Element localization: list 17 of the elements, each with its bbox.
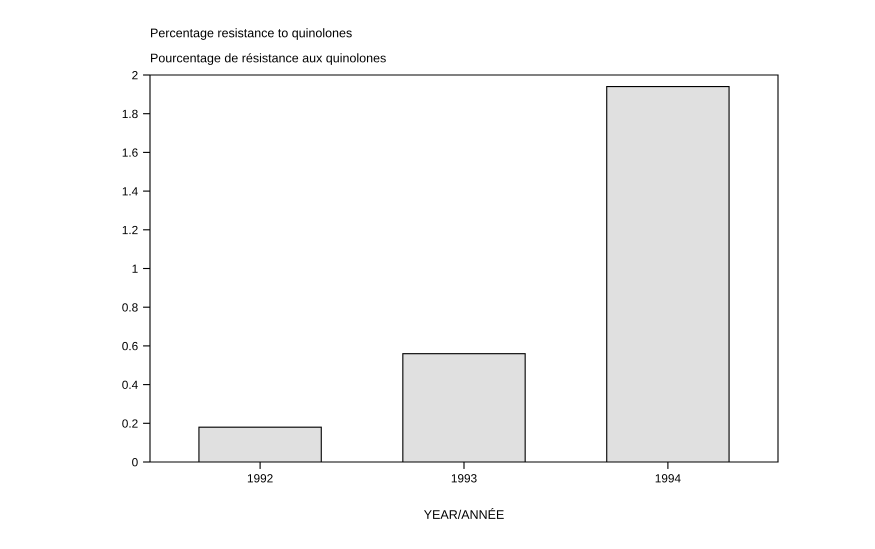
y-tick-label: 0.2 [122,419,138,428]
y-tick-label: 1.2 [122,226,138,234]
y-tick-label: 1 [132,264,138,273]
y-tick-label: 0.8 [122,303,138,312]
y-tick-label: 1.6 [122,148,138,157]
x-axis-title: YEAR/ANNÉE [424,508,504,519]
chart-subtitle: Pourcentage de résistance aux quinolones [151,53,386,65]
y-tick-label: 0.4 [122,380,138,389]
y-tick-label: 1.4 [122,187,138,196]
y-tick-label: 0 [132,458,138,466]
x-tick-label: 1993 [452,474,477,482]
x-tick-label: 1992 [248,474,273,482]
y-tick-label: 2 [132,71,138,80]
chart-title: Percentage resistance to quinolones [151,28,352,40]
x-tick-label: 1994 [656,474,681,482]
y-tick-label: 0.6 [122,342,138,350]
y-tick-label: 1.8 [122,110,138,118]
